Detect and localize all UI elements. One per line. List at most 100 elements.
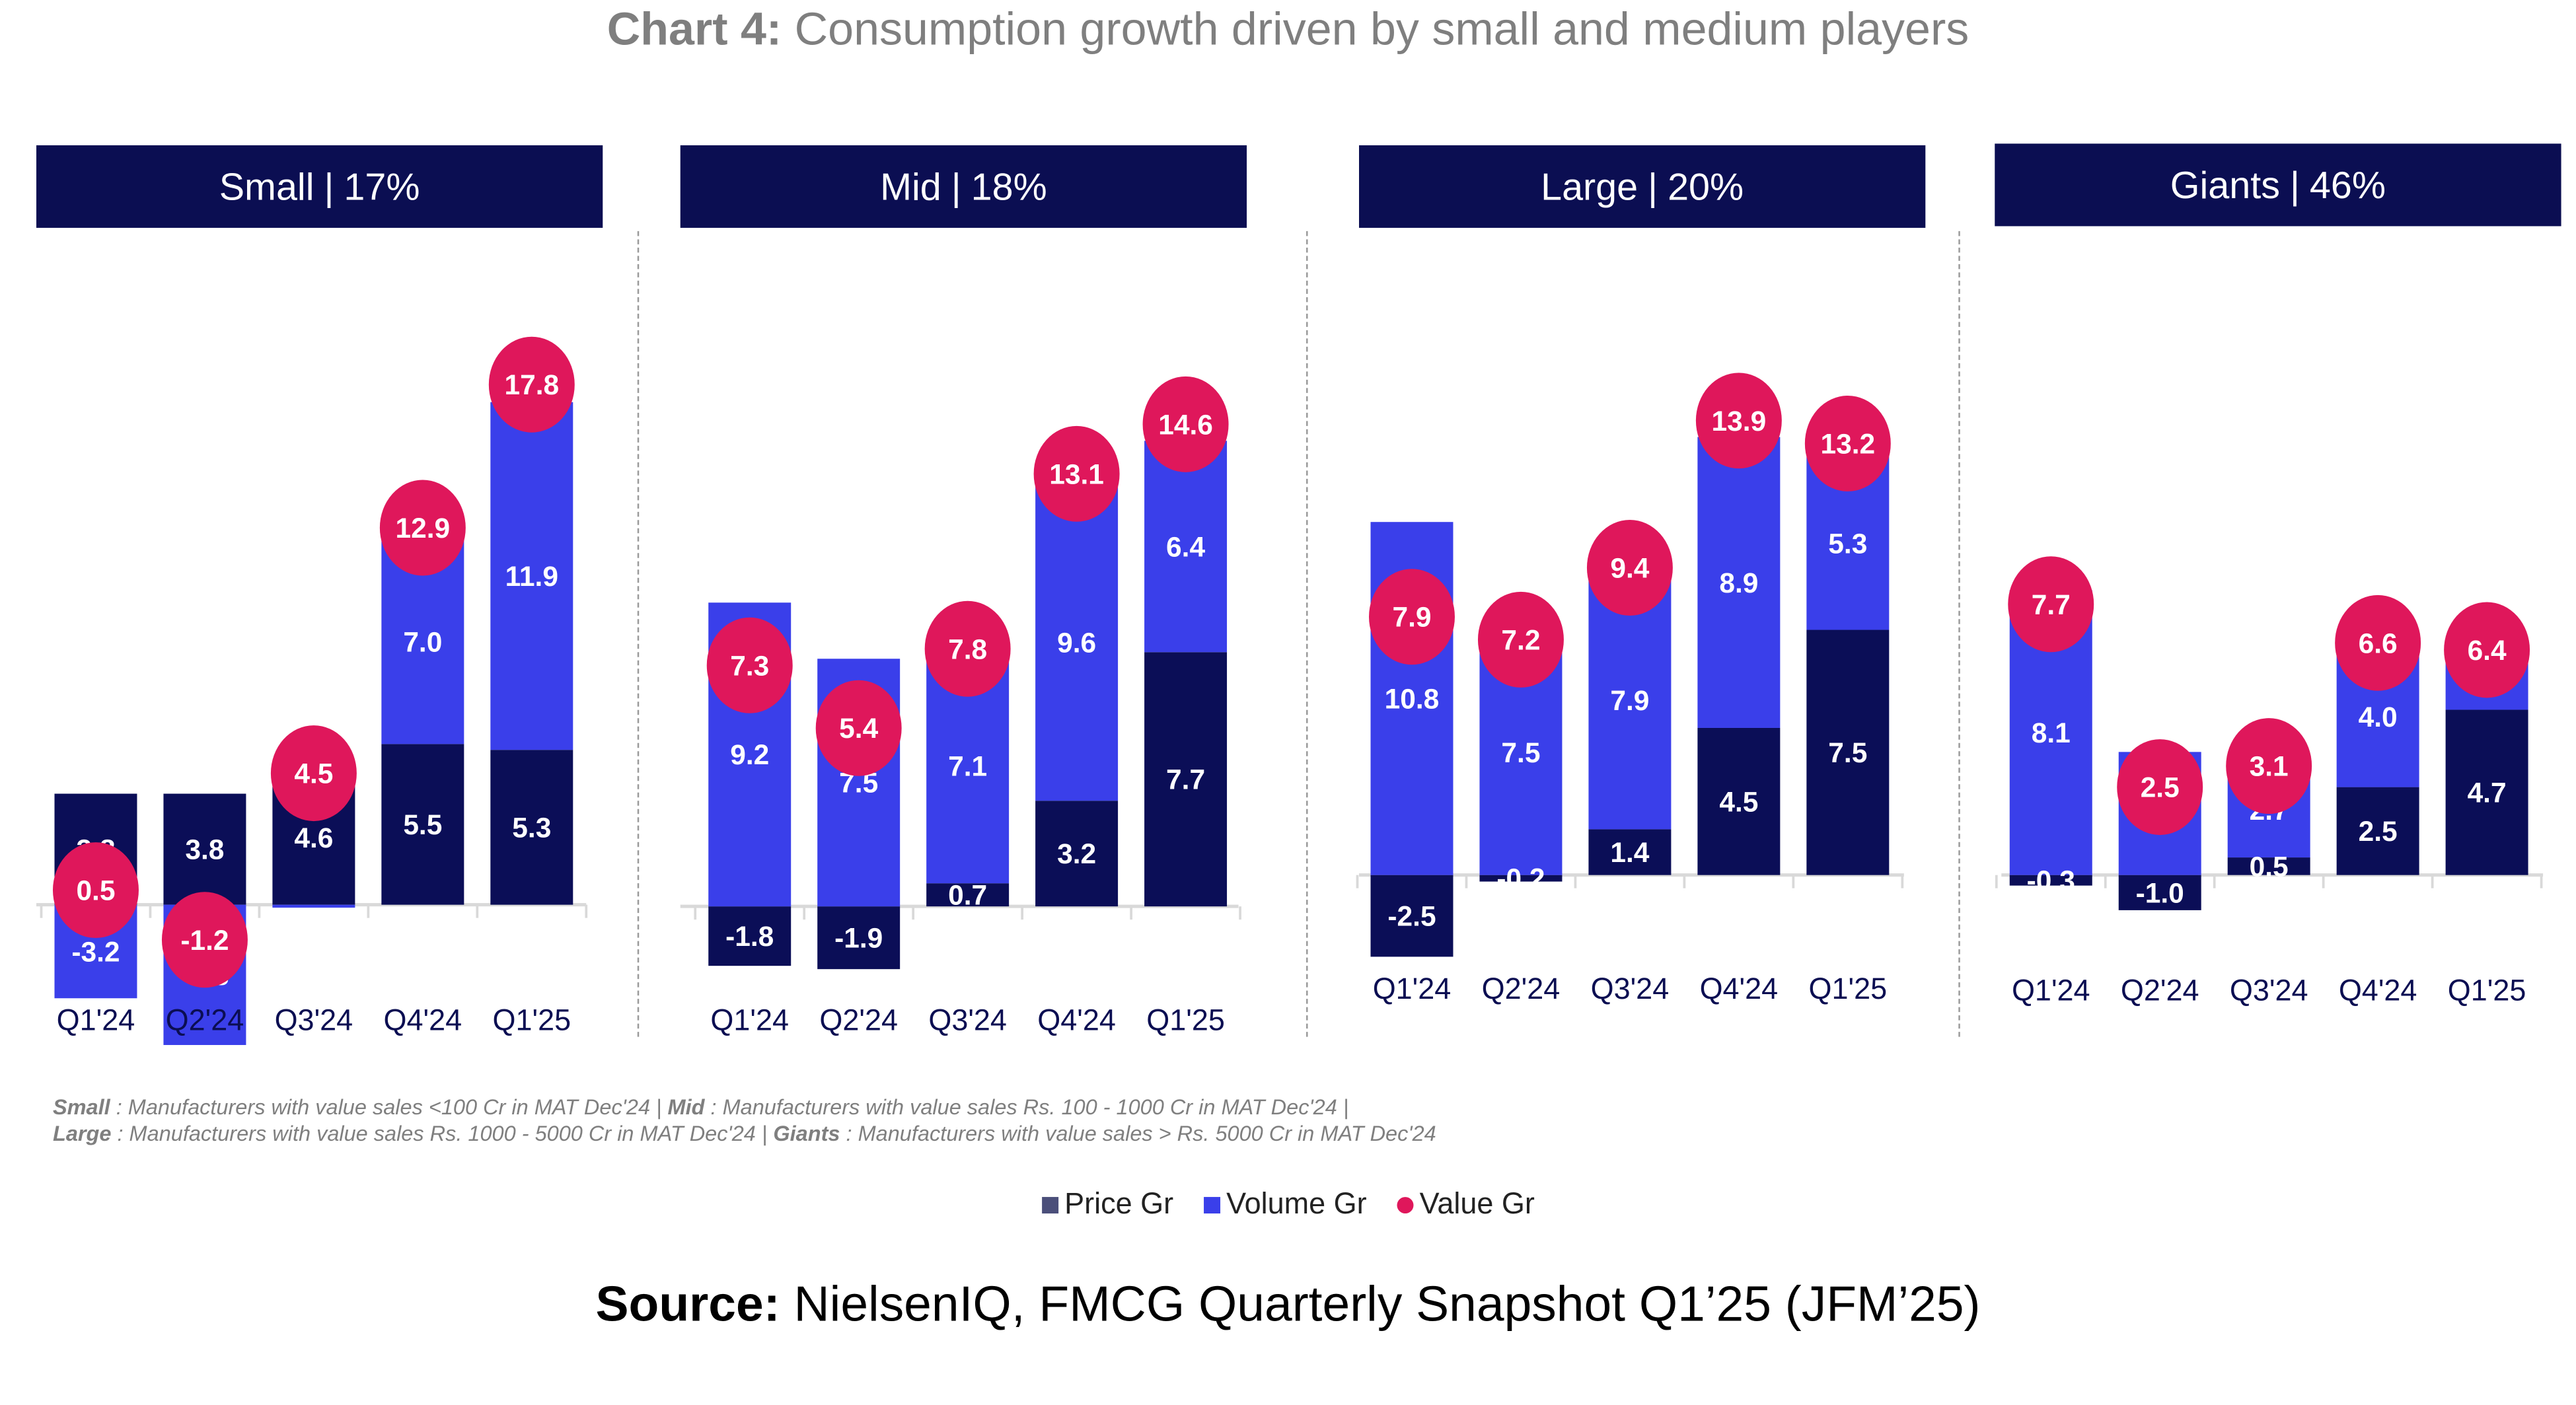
panel-label: Large — [1541, 164, 1638, 207]
legend-label: Value Gr — [1419, 1187, 1535, 1221]
legend-item-price: Price Gr — [1041, 1187, 1173, 1221]
price-bar — [926, 883, 1010, 907]
price-data-label: -1.8 — [725, 921, 774, 953]
x-tick-label: Q1'25 — [1146, 1003, 1225, 1037]
price-bar — [1697, 727, 1781, 875]
value-data-label: 14.6 — [1158, 410, 1213, 441]
x-tick-label: Q2'24 — [2121, 974, 2199, 1007]
value-marker — [2117, 739, 2203, 836]
source-label: Source: — [595, 1278, 780, 1333]
panel-header-mid: Mid | 18% — [680, 145, 1247, 228]
value-data-label: 5.4 — [839, 713, 878, 744]
legend-label: Price Gr — [1064, 1187, 1174, 1221]
footnote-def: : Manufacturers with value sales > Rs. 5… — [840, 1121, 1436, 1146]
volume-data-label: 7.9 — [1610, 686, 1649, 717]
volume-bar — [1144, 441, 1228, 653]
source-text: NielsenIQ, FMCG Quarterly Snapshot Q1’25… — [780, 1278, 1981, 1333]
legend: Price Gr Volume Gr Value Gr — [0, 1187, 2576, 1221]
value-marker — [706, 617, 793, 713]
panel-label: Small — [219, 164, 314, 207]
price-data-label: 0.5 — [2250, 851, 2289, 883]
legend-label: Volume Gr — [1226, 1187, 1367, 1221]
footnote-term: Giants — [773, 1121, 840, 1146]
panel-share: 46% — [2309, 162, 2386, 206]
value-data-label: 7.8 — [948, 634, 987, 665]
x-tick-label: Q3'24 — [928, 1003, 1007, 1037]
value-marker — [161, 892, 248, 988]
price-bar — [2009, 875, 2092, 886]
price-bar — [2118, 875, 2201, 910]
price-bar — [1479, 875, 1563, 882]
volume-data-label: 10.8 — [1385, 684, 1440, 715]
value-marker — [1804, 395, 1891, 491]
x-tick-label: Q3'24 — [275, 1003, 353, 1037]
legend-item-value: Value Gr — [1396, 1187, 1535, 1221]
value-data-label: 17.8 — [504, 370, 559, 401]
footnote-term: Small — [52, 1095, 110, 1120]
x-tick-label: Q1'25 — [2448, 974, 2526, 1007]
price-bar — [1588, 829, 1672, 875]
value-marker — [488, 336, 575, 433]
value-data-label: 7.3 — [730, 651, 769, 682]
price-data-label: 4.5 — [1719, 787, 1758, 818]
footnote-def: : Manufacturers with value sales Rs. 100… — [704, 1095, 1349, 1120]
x-tick-label: Q2'24 — [819, 1003, 898, 1037]
x-tick-label: Q1'24 — [710, 1003, 789, 1037]
x-tick-label: Q4'24 — [1700, 972, 1779, 1005]
value-marker — [379, 480, 466, 576]
value-marker — [2335, 594, 2421, 691]
price-bar — [817, 906, 901, 970]
value-marker — [1033, 425, 1120, 522]
price-bar — [490, 750, 573, 905]
panel-share: 17% — [344, 164, 420, 207]
volume-bar — [1035, 484, 1119, 801]
price-bar — [708, 906, 791, 966]
price-bar — [381, 744, 464, 905]
price-data-label: 5.5 — [403, 810, 442, 841]
value-data-label: 13.2 — [1820, 429, 1875, 460]
panel-giants: -0.38.17.7Q1'24-1.03.52.5Q2'240.52.73.1Q… — [1995, 556, 2544, 1007]
x-tick-label: Q2'24 — [166, 1003, 244, 1037]
value-data-label: 0.5 — [76, 876, 115, 907]
footnote-term: Large — [52, 1121, 112, 1146]
value-marker — [1586, 520, 1673, 616]
x-tick-label: Q4'24 — [2339, 974, 2417, 1007]
price-data-label: 5.3 — [512, 812, 551, 844]
value-marker — [2444, 602, 2530, 698]
value-marker — [2226, 718, 2312, 814]
value-marker — [1695, 373, 1782, 469]
price-bar — [1144, 652, 1228, 907]
value-marker — [924, 600, 1011, 697]
footnote-term: Mid — [667, 1095, 705, 1120]
x-tick-label: Q2'24 — [1482, 972, 1561, 1005]
x-tick-label: Q4'24 — [384, 1003, 462, 1037]
price-data-label: 3.2 — [1057, 839, 1096, 870]
panel-header-large: Large | 20% — [1359, 145, 1926, 228]
volume-data-label: 8.9 — [1719, 568, 1758, 599]
value-marker — [1142, 376, 1229, 472]
value-marker — [270, 725, 357, 822]
x-tick-label: Q1'24 — [2012, 974, 2090, 1007]
x-tick-label: Q1'25 — [1809, 972, 1888, 1005]
price-data-label: 4.7 — [2468, 778, 2507, 809]
panel-divider — [637, 231, 640, 1037]
separator: | — [951, 164, 961, 207]
volume-data-label: 7.0 — [403, 628, 442, 659]
panel-header-small: Small | 17% — [36, 145, 603, 228]
panel-small: 3.8-3.20.5Q1'243.8-4.8-1.2Q2'244.64.5Q3'… — [36, 336, 588, 1046]
volume-data-label: 8.1 — [2032, 718, 2071, 749]
price-data-label: 4.6 — [294, 823, 333, 854]
value-data-label: 4.5 — [294, 759, 333, 790]
price-data-label: 0.7 — [948, 881, 987, 912]
volume-bar — [272, 904, 355, 908]
volume-bar — [1697, 437, 1781, 728]
price-data-label: -2.5 — [1387, 902, 1436, 933]
panel-share: 18% — [971, 164, 1047, 207]
value-data-label: 7.7 — [2032, 590, 2071, 621]
price-data-label: -1.0 — [2136, 878, 2184, 909]
legend-swatch-volume — [1203, 1196, 1220, 1213]
footnote-line-1: Small : Manufacturers with value sales <… — [53, 1095, 1348, 1119]
price-data-label: 7.7 — [1166, 765, 1205, 796]
title-prefix: Chart 4: — [607, 3, 782, 55]
